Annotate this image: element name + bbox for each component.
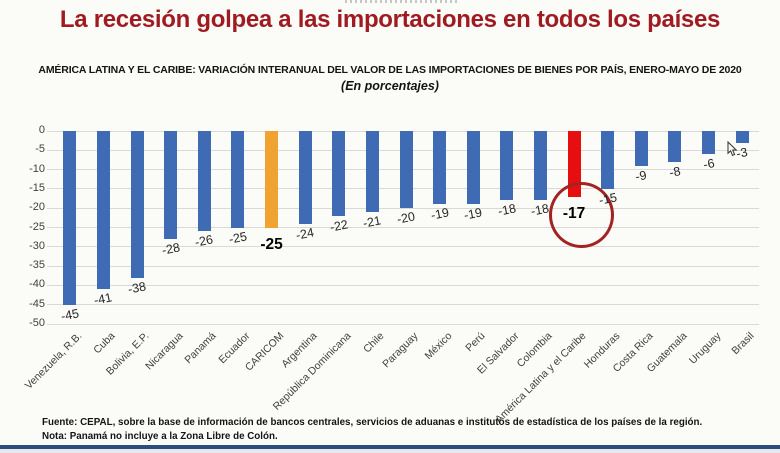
chart-title: AMÉRICA LATINA Y EL CARIBE: VARIACIÓN IN… bbox=[38, 64, 742, 76]
bar-honduras bbox=[601, 131, 615, 189]
gridline bbox=[47, 207, 759, 209]
bar-colombia bbox=[533, 131, 547, 201]
bar-value-label: -25 bbox=[260, 235, 283, 253]
gridline bbox=[47, 265, 759, 267]
y-axis-tick-label: -15 bbox=[29, 181, 45, 194]
bar-uruguay bbox=[702, 131, 716, 155]
truncated-overlay-text bbox=[345, 0, 460, 3]
bar-ecuador bbox=[231, 131, 245, 228]
bar-el-salvador bbox=[500, 131, 514, 201]
gridline bbox=[47, 284, 759, 286]
bar-guatemala bbox=[668, 131, 682, 162]
y-axis-tick-label: -25 bbox=[29, 220, 45, 233]
y-axis-tick-label: -35 bbox=[29, 259, 45, 272]
bar-caricom bbox=[265, 131, 279, 228]
y-axis-tick-label: -30 bbox=[29, 239, 45, 252]
slide-title: La recesión golpea a las importaciones e… bbox=[59, 6, 721, 33]
y-axis-tick-label: -10 bbox=[29, 162, 45, 175]
bar-rep-blica-dominicana bbox=[332, 131, 346, 216]
bar-m-xico bbox=[433, 131, 447, 205]
bar-cuba bbox=[96, 131, 110, 290]
gridline bbox=[47, 323, 759, 325]
y-axis-tick-label: -45 bbox=[29, 297, 45, 310]
gridline bbox=[47, 304, 759, 306]
y-axis: 0 -5 -10 -15 -20 -25 -30 -35 -40 -45 -50 bbox=[0, 124, 45, 329]
footnote: Nota: Panamá no incluye a la Zona Libre … bbox=[42, 431, 278, 442]
chart-subtitle: (En porcentajes) bbox=[341, 79, 439, 93]
y-axis-tick-label: -20 bbox=[29, 201, 45, 214]
bar-brasil bbox=[735, 131, 749, 143]
bar-am-rica-latina-y-el-caribe bbox=[567, 131, 581, 197]
bar-costa-rica bbox=[634, 131, 648, 166]
bar-bolivia-e-p- bbox=[130, 131, 144, 278]
y-axis-tick-label: -40 bbox=[29, 278, 45, 291]
bar-nicaragua bbox=[164, 131, 178, 240]
bar-venezuela-r-b- bbox=[63, 131, 77, 305]
bar-per- bbox=[466, 131, 480, 205]
y-axis-tick-label: 0 bbox=[38, 124, 45, 136]
window-edge-light bbox=[0, 449, 780, 453]
gridline bbox=[47, 227, 759, 228]
bar-chile bbox=[365, 131, 379, 213]
source-note: Fuente: CEPAL, sobre la base de informac… bbox=[42, 417, 703, 428]
mouse-cursor-icon bbox=[727, 141, 738, 157]
window-edge-bar bbox=[0, 445, 780, 449]
bar-paraguay bbox=[399, 131, 413, 209]
bar-panam- bbox=[197, 131, 211, 232]
bar-value-label: -38 bbox=[126, 279, 148, 297]
y-axis-tick-label: -5 bbox=[35, 143, 45, 156]
highlight-circle bbox=[549, 181, 615, 248]
gridline bbox=[47, 246, 759, 248]
y-axis-tick-label: -50 bbox=[29, 317, 45, 329]
bar-chart-plot-area: -45 Venezuela, R.B. -41 Cuba -38 Bolivia, E.P… bbox=[23, 130, 759, 426]
bar-argentina bbox=[298, 131, 312, 224]
